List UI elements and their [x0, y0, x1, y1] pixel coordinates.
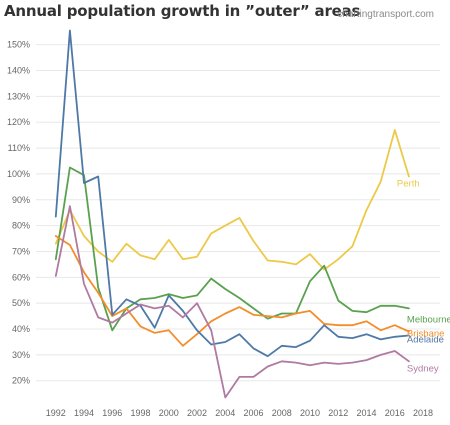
x-tick-label: 1998: [131, 408, 151, 418]
y-tick-label: 150%: [7, 40, 30, 50]
x-tick-label: 1996: [102, 408, 122, 418]
series-line-adelaide: [54, 29, 410, 358]
chart-title: Annual population growth in ”outer” area…: [4, 2, 361, 20]
y-tick-label: 140%: [7, 66, 30, 76]
x-tick-label: 1992: [46, 408, 66, 418]
y-tick-label: 100%: [7, 169, 30, 179]
x-tick-label: 2004: [215, 408, 235, 418]
series-label-sydney: Sydney: [407, 363, 439, 374]
x-tick-label: 2008: [272, 408, 292, 418]
x-tick-label: 2000: [159, 408, 179, 418]
x-tick-label: 2014: [357, 408, 377, 418]
x-tick-label: 2016: [385, 408, 405, 418]
series-label-melbourne: Melbourne: [407, 314, 450, 325]
y-tick-label: 120%: [7, 117, 30, 127]
y-tick-label: 20%: [12, 376, 30, 386]
source-credit: chartingtransport.com: [337, 9, 434, 20]
series-line-perth: [54, 129, 410, 271]
y-tick-label: 30%: [12, 350, 30, 360]
y-tick-label: 80%: [12, 221, 30, 231]
series-line-brisbane: [54, 235, 410, 347]
series-lines: [54, 29, 410, 399]
y-axis-ticks: 20% 30% 40% 50% 60% 70% 80% 90% 100% 110% 120% 130%…: [7, 40, 30, 386]
series-label-adelaide: Adelaide: [407, 334, 444, 345]
x-tick-label: 2010: [300, 408, 320, 418]
x-tick-label: 2018: [413, 408, 433, 418]
x-tick-label: 1994: [74, 408, 94, 418]
y-tick-label: 90%: [12, 195, 30, 205]
y-tick-label: 110%: [8, 143, 30, 153]
series-label-brisbane: Brisbane: [407, 329, 445, 340]
y-tick-label: 60%: [12, 272, 30, 282]
x-tick-label: 2002: [187, 408, 207, 418]
series-line-melbourne: [54, 166, 410, 332]
x-axis-ticks: 1992 1994 1996 1998 2000 2002 2004 2006 2008 2010…: [46, 408, 433, 418]
y-tick-label: 40%: [12, 324, 30, 334]
series-label-perth: Perth: [397, 179, 420, 190]
series-line-sydney: [54, 205, 410, 399]
x-tick-label: 2012: [328, 408, 348, 418]
x-tick-label: 2006: [244, 408, 264, 418]
y-tick-label: 70%: [12, 246, 30, 256]
y-tick-label: 130%: [7, 91, 30, 101]
y-tick-label: 50%: [12, 298, 30, 308]
